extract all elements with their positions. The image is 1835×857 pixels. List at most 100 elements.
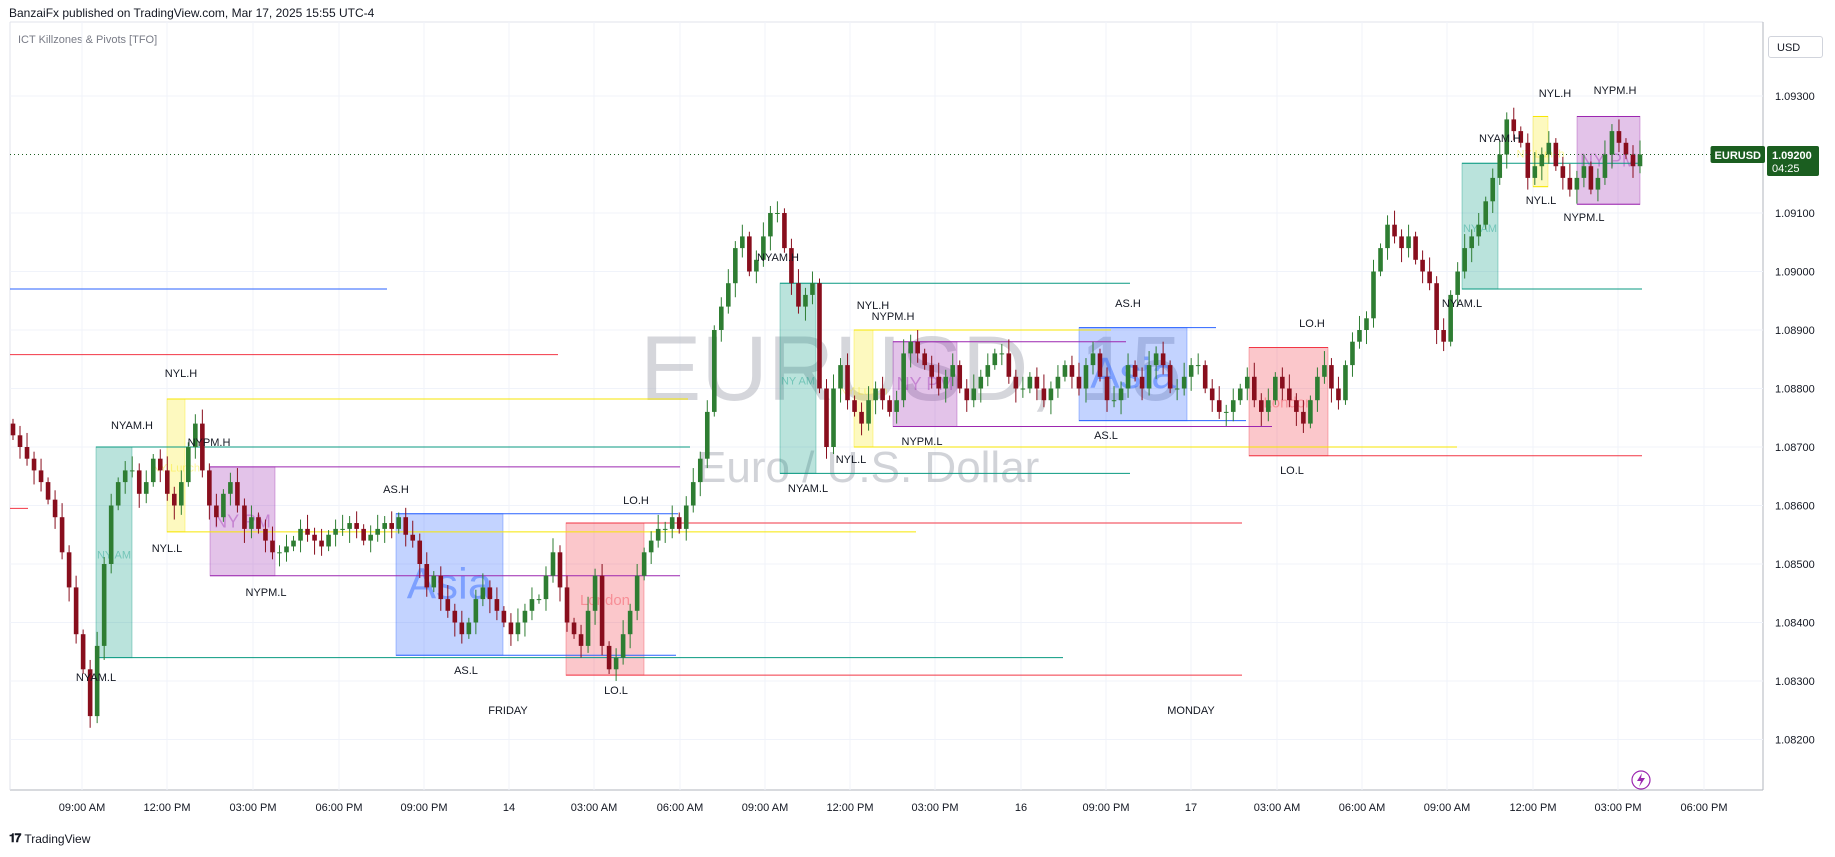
indicator-name[interactable]: ICT Killzones & Pivots [TFO] (18, 34, 158, 46)
candle-body (1581, 166, 1587, 178)
candle-body (1574, 177, 1580, 190)
x-tick-label: 09:00 PM (400, 802, 447, 814)
candle-body (410, 534, 416, 541)
candle-body (305, 528, 310, 535)
pivot-label: NYL.L (1526, 195, 1557, 207)
candle-body (1020, 388, 1026, 390)
candle-body (761, 236, 766, 260)
candle-body (235, 482, 240, 506)
y-tick-label: 1.08800 (1775, 384, 1815, 396)
candle-body (1167, 365, 1173, 389)
candle-body (143, 482, 149, 494)
pivot-label: NYAM.L (788, 483, 828, 495)
candle-body (859, 411, 864, 424)
candle-body (1322, 365, 1327, 377)
candle-body (24, 447, 30, 459)
candle-body (971, 388, 977, 401)
candle-body (1301, 411, 1306, 424)
candle-body (515, 622, 521, 635)
candle-body (669, 517, 675, 529)
x-tick-label: 16 (1015, 802, 1027, 814)
pivot-label: NYAM.H (111, 420, 153, 432)
candle-body (101, 564, 107, 646)
candle-body (1434, 283, 1439, 330)
candle-body (1294, 400, 1299, 412)
candle-body (73, 587, 79, 635)
candle-body (17, 435, 23, 447)
candle-body (1609, 131, 1615, 155)
candle-body (494, 599, 500, 611)
pivot-label: AS.H (383, 484, 409, 496)
candle-body (592, 575, 598, 611)
candle-body (1244, 376, 1250, 389)
candle-body (277, 552, 282, 554)
candle-body (136, 470, 142, 494)
candle-body (936, 376, 942, 389)
currency-button[interactable]: USD (1768, 36, 1823, 58)
candle-body (193, 423, 198, 447)
candle-body (641, 552, 647, 576)
candle-body (1048, 388, 1054, 401)
candle-body (1462, 248, 1467, 272)
candle-body (1406, 236, 1411, 249)
candle-body (985, 365, 991, 377)
candle-body (1146, 365, 1152, 389)
candle-body (866, 400, 871, 424)
candle-body (459, 622, 465, 635)
tv-logo-icon: 𝟏𝟕 (9, 831, 21, 845)
candle-body (803, 294, 808, 307)
candle-body (978, 376, 984, 389)
time-axis: 09:00 AM 12:00 PM 03:00 PM 06:00 PM 09:00 PM… (59, 802, 1728, 814)
candle-body (620, 634, 626, 658)
candle-body (1413, 236, 1418, 260)
candle-body (1560, 166, 1566, 178)
candle-body (1034, 376, 1040, 389)
candle-body (1174, 388, 1180, 390)
pivot-label: NYL.H (1539, 88, 1571, 100)
tradingview-logo[interactable]: 𝟏𝟕 TradingView (9, 831, 90, 846)
candle-body (284, 546, 289, 553)
candle-body (1266, 400, 1271, 412)
candle-body (171, 493, 177, 506)
y-tick-label: 1.08300 (1775, 676, 1815, 688)
candle-body (1623, 142, 1629, 155)
y-tick-label: 1.09000 (1775, 267, 1815, 279)
candle-body (354, 523, 359, 529)
candle-body (922, 353, 927, 366)
candle-body (1616, 131, 1622, 143)
candle-body (368, 534, 373, 541)
candle-body (578, 634, 584, 646)
candle-body (87, 669, 93, 717)
candle-body (1195, 365, 1201, 367)
x-tick-label: 06:00 AM (657, 802, 703, 814)
candle-body (1181, 376, 1187, 389)
pivot-label: LO.H (623, 495, 649, 507)
candle-body (747, 236, 752, 272)
candle-body (676, 517, 682, 529)
candle-body (164, 470, 170, 494)
price-tag: EURUSD 1.09200 04:25 (1710, 146, 1819, 176)
candle-body (1153, 353, 1159, 366)
candle-body (389, 523, 394, 529)
pivot-label: NYAM.L (1442, 298, 1482, 310)
x-tick-label: 09:00 AM (59, 802, 105, 814)
candle-body (1469, 236, 1474, 249)
candle-body (38, 470, 44, 483)
candle-body (1448, 294, 1453, 342)
candle-body (1343, 365, 1348, 401)
candle-body (214, 505, 219, 518)
candle-body (1504, 119, 1510, 155)
y-tick-label: 1.08700 (1775, 442, 1815, 454)
session-label: London (580, 592, 630, 609)
candle-body (1188, 365, 1194, 377)
candle-body (1630, 154, 1636, 167)
candle-body (789, 248, 794, 284)
candle-body (1118, 388, 1124, 401)
x-tick-label: 03:00 PM (1594, 802, 1641, 814)
candle-body (543, 575, 549, 600)
candle-body (1160, 353, 1166, 366)
candle-body (1476, 224, 1482, 237)
x-tick-label: 03:00 PM (229, 802, 276, 814)
lightning-icon[interactable] (1631, 770, 1651, 790)
